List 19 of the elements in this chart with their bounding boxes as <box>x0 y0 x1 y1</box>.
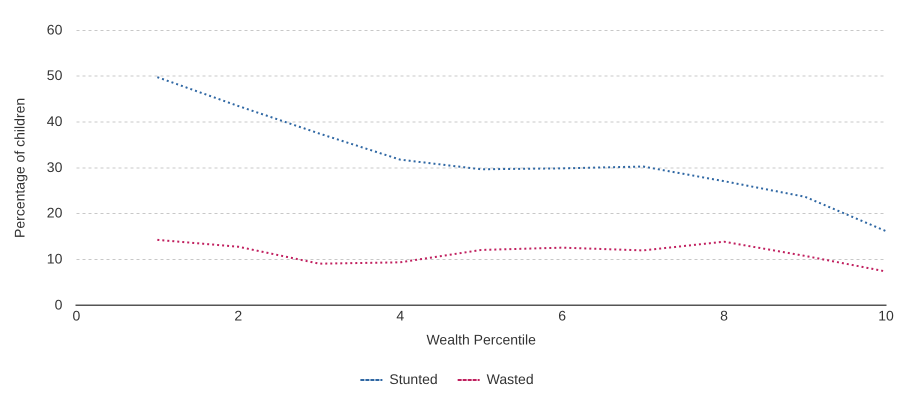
x-tick-label: 2 <box>234 308 242 324</box>
y-tick-label: 40 <box>46 112 63 129</box>
x-axis-title: Wealth Percentile <box>426 331 536 348</box>
x-tick-label: 6 <box>558 308 566 324</box>
line-series <box>156 238 886 272</box>
legend-label: Stunted <box>389 370 438 387</box>
x-tick-label: 0 <box>72 308 80 324</box>
y-tick-label: 10 <box>46 250 63 266</box>
x-tick-label: 4 <box>396 308 404 324</box>
y-axis-title: Percentage of children <box>11 98 28 238</box>
legend-label: Wasted <box>486 370 534 387</box>
y-tick-label: 0 <box>54 296 63 312</box>
y-tick-label: 60 <box>46 21 63 38</box>
x-tick-label: 10 <box>878 308 894 324</box>
line-series <box>156 76 886 232</box>
y-tick-label: 20 <box>46 204 63 221</box>
x-tick-label: 8 <box>720 308 728 324</box>
y-tick-label: 30 <box>46 158 63 175</box>
y-tick-label: 50 <box>46 67 63 84</box>
